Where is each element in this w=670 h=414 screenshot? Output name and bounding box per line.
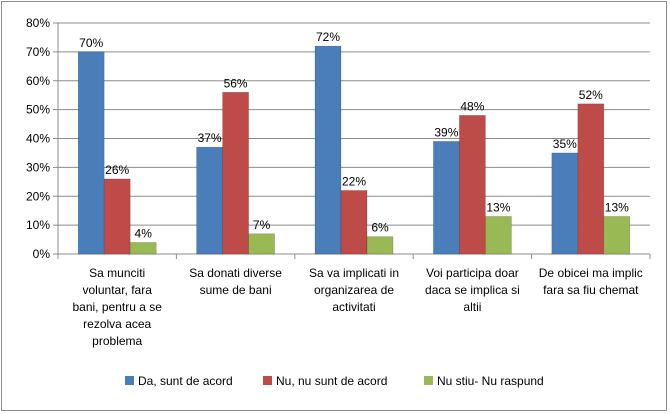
bar — [340, 190, 368, 255]
data-label: 48% — [460, 99, 484, 113]
data-label: 35% — [553, 137, 577, 151]
legend-label: Nu, nu sunt de acord — [276, 374, 387, 388]
category-label: voluntar, fara — [83, 283, 153, 297]
legend-swatch — [125, 376, 134, 385]
bar — [129, 242, 157, 255]
data-label: 13% — [605, 200, 629, 214]
category-label: problema — [92, 334, 142, 348]
bar — [577, 103, 605, 255]
y-tick-label: 30% — [26, 160, 50, 174]
y-tick-label: 50% — [26, 103, 50, 117]
data-label: 7% — [253, 218, 271, 232]
data-label: 56% — [224, 76, 248, 90]
y-tick-label: 70% — [26, 45, 50, 59]
bar — [222, 92, 249, 255]
bar — [459, 115, 486, 255]
category-label: sume de bani — [200, 283, 272, 297]
y-tick-label: 60% — [26, 74, 50, 88]
y-tick-label: 80% — [26, 16, 50, 30]
y-tick-label: 0% — [33, 247, 51, 261]
bar — [77, 51, 105, 255]
category-label: Sa va implicati in — [309, 266, 399, 280]
bar — [196, 146, 223, 255]
y-tick-label: 40% — [26, 132, 50, 146]
category-label: Voi participa doar — [426, 266, 519, 280]
data-label: 13% — [486, 200, 510, 214]
data-label: 26% — [105, 163, 129, 177]
legend-swatch — [263, 376, 272, 385]
bar — [603, 216, 631, 255]
legend-label: Nu stiu- Nu raspund — [437, 374, 544, 388]
category-label: organizarea de — [314, 283, 394, 297]
category-label: bani, pentru a se — [72, 300, 162, 314]
category-label: rezolva acea — [83, 317, 151, 331]
bar — [103, 178, 131, 255]
category-label: altii — [463, 300, 481, 314]
category-label: fara sa fiu chemat — [543, 283, 639, 297]
data-label: 72% — [316, 30, 340, 44]
data-label: 6% — [371, 221, 389, 235]
data-label: 39% — [434, 125, 458, 139]
bar — [551, 152, 579, 255]
y-tick-label: 10% — [26, 218, 50, 232]
category-label: De obicei ma implic — [539, 266, 643, 280]
category-label: daca se implica si — [425, 283, 520, 297]
bar — [433, 141, 460, 255]
bar — [485, 216, 512, 255]
data-label: 52% — [579, 88, 603, 102]
data-label: 37% — [198, 131, 222, 145]
category-label: Sa donati diverse — [189, 266, 282, 280]
data-label: 70% — [79, 36, 103, 50]
bar — [314, 45, 342, 255]
legend-label: Da, sunt de acord — [138, 374, 233, 388]
y-tick-label: 20% — [26, 189, 50, 203]
data-label: 4% — [135, 226, 153, 240]
data-label: 22% — [342, 174, 366, 188]
bar — [248, 233, 275, 255]
category-label: activitati — [332, 300, 375, 314]
category-label: Sa munciti — [89, 266, 145, 280]
legend-swatch — [424, 376, 433, 385]
bar — [366, 236, 394, 255]
